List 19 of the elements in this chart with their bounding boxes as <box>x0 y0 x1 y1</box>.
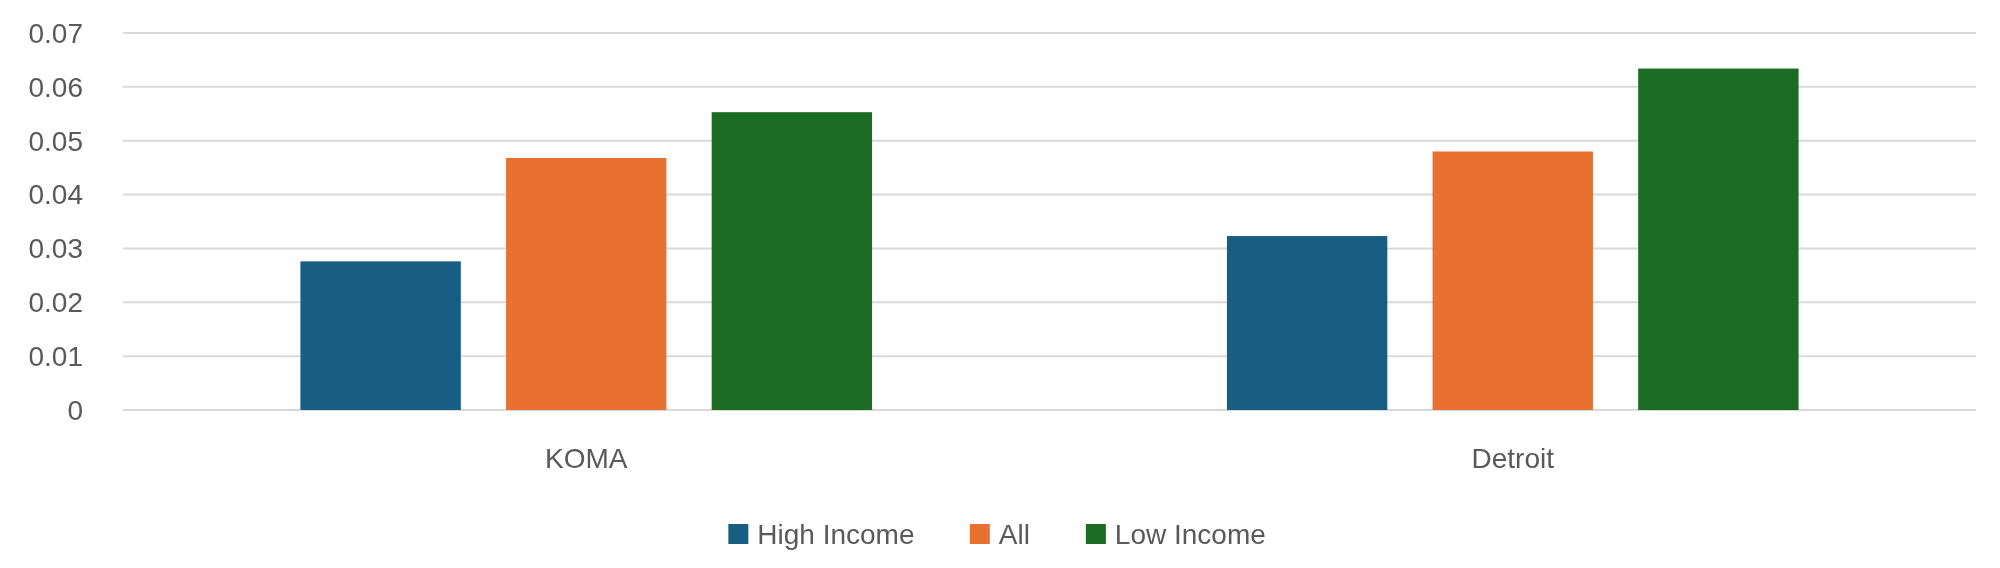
legend-label: All <box>998 519 1030 550</box>
bar <box>1638 68 1799 410</box>
y-tick-label: 0.06 <box>28 71 83 103</box>
bar <box>1226 236 1388 410</box>
y-tick-label: 0.04 <box>28 179 83 211</box>
bar <box>300 261 461 410</box>
bar <box>506 157 667 410</box>
x-tick-label: KOMA <box>545 443 628 474</box>
x-tick-label: Detroit <box>1471 443 1555 474</box>
legend-label: Low Income <box>1114 519 1266 550</box>
bar <box>1432 151 1593 410</box>
y-tick-label: 0.07 <box>28 17 83 49</box>
y-tick-label: 0 <box>67 394 83 426</box>
y-tick-label: 0.03 <box>28 233 83 265</box>
bar <box>711 112 873 410</box>
y-tick-label: 0.02 <box>28 287 83 319</box>
y-tick-label: 0.01 <box>28 340 83 372</box>
legend-label: High Income <box>757 519 915 550</box>
y-tick-label: 0.05 <box>28 125 83 157</box>
